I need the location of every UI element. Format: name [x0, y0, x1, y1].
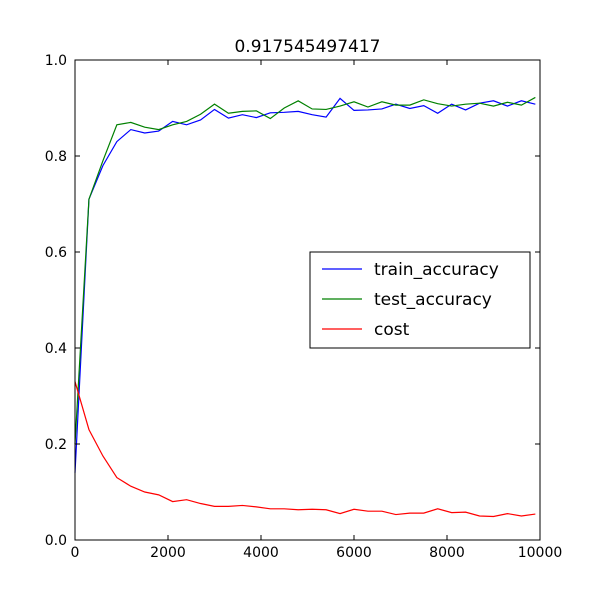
legend-label-test-accuracy: test_accuracy — [374, 290, 492, 310]
x-tick-label: 2000 — [150, 545, 186, 561]
x-tick-label: 10000 — [518, 545, 563, 561]
x-tick-label: 0 — [71, 545, 80, 561]
plot-frame — [74, 59, 541, 541]
series-line-cost — [74, 381, 536, 518]
x-tick-label: 4000 — [243, 545, 279, 561]
ticks-layer: 0 2000 4000 6000 8000 10000 0.0 0.2 0.4 0.6 0.8 1.0 — [45, 53, 563, 561]
y-tick-label: 0.4 — [45, 341, 67, 357]
y-tick-label: 0.8 — [45, 149, 67, 165]
x-tick-label: 8000 — [429, 545, 465, 561]
series-line-train-accuracy — [74, 97, 536, 473]
chart-title: 0.917545497417 — [234, 37, 380, 57]
x-tick-label: 6000 — [336, 545, 372, 561]
y-tick-label: 0.2 — [45, 437, 67, 453]
series-line-test-accuracy — [74, 96, 536, 445]
legend-label-train-accuracy: train_accuracy — [374, 260, 499, 280]
legend-label-cost: cost — [374, 320, 410, 340]
y-tick-label: 0.6 — [45, 245, 67, 261]
legend-box — [309, 251, 531, 349]
y-tick-label: 1.0 — [45, 53, 67, 69]
y-tick-label: 0.0 — [45, 533, 67, 549]
series-layer — [74, 96, 536, 518]
